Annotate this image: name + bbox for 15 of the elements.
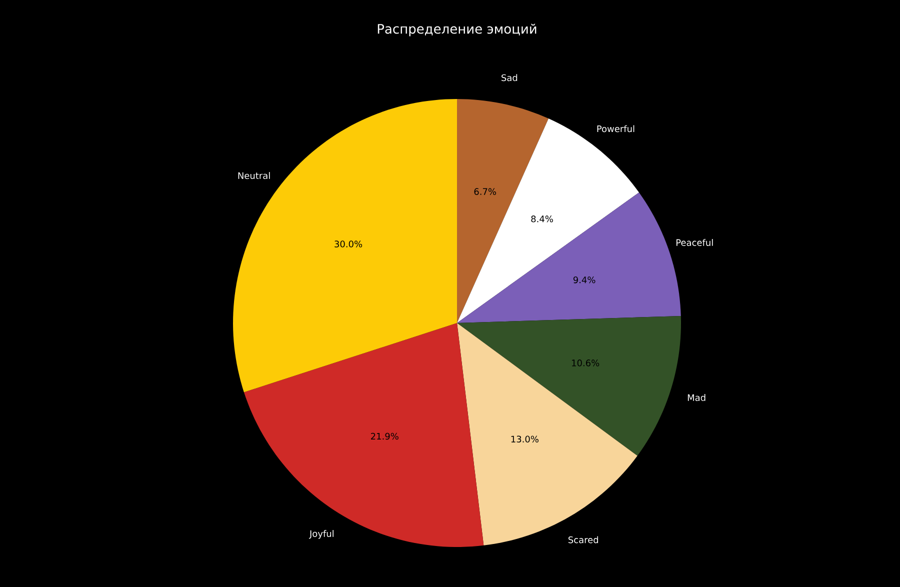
data-label: 6.7% bbox=[474, 188, 496, 195]
slice-label: Peaceful bbox=[676, 238, 713, 246]
slice-label: Neutral bbox=[238, 172, 270, 180]
slice-label: Mad bbox=[688, 394, 706, 401]
data-label: 10.6% bbox=[572, 360, 600, 366]
data-label: 13.0% bbox=[511, 436, 538, 443]
data-label: 21.9% bbox=[370, 432, 398, 440]
data-label: 9.4% bbox=[573, 276, 596, 284]
slice-label: Joyful bbox=[309, 530, 334, 539]
slice-label: Powerful bbox=[597, 125, 634, 132]
chart-title: Распределение эмоций bbox=[378, 24, 536, 36]
slice-label: Sad bbox=[502, 74, 518, 82]
slice-label: Scared bbox=[568, 536, 598, 544]
data-label: 8.4% bbox=[531, 216, 553, 222]
data-label: 30.0% bbox=[334, 240, 362, 248]
